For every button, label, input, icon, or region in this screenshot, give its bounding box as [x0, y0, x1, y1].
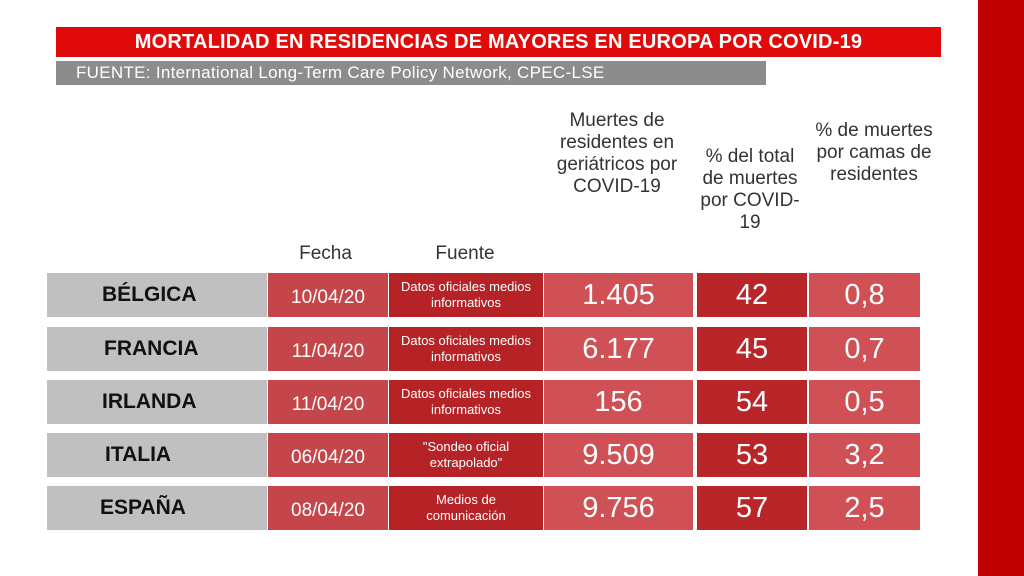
header-fuente: Fuente: [435, 243, 495, 264]
pct-total-cell: 54: [697, 380, 807, 424]
deaths-cell: 1.405: [544, 273, 693, 317]
chart-title: MORTALIDAD EN RESIDENCIAS DE MAYORES EN …: [56, 27, 941, 57]
source-cell: Medios de comunicación: [389, 486, 543, 530]
date-cell: 06/04/20: [268, 433, 388, 477]
pct-beds-cell: 2,5: [809, 486, 920, 530]
source-caption: FUENTE: International Long-Term Care Pol…: [56, 61, 766, 85]
country-cell: FRANCIA: [47, 327, 267, 371]
header-fecha: Fecha: [299, 243, 352, 264]
source-cell: "Sondeo oficial extrapolado": [389, 433, 543, 477]
country-cell: ITALIA: [47, 433, 267, 477]
source-cell: Datos oficiales medios informativos: [389, 327, 543, 371]
deaths-cell: 6.177: [544, 327, 693, 371]
pct-total-cell: 53: [697, 433, 807, 477]
deaths-cell: 9.509: [544, 433, 693, 477]
date-cell: 08/04/20: [268, 486, 388, 530]
deaths-cell: 156: [544, 380, 693, 424]
table-row: FRANCIA 11/04/20 Datos oficiales medios …: [47, 327, 920, 371]
pct-beds-cell: 0,5: [809, 380, 920, 424]
table-row: BÉLGICA 10/04/20 Datos oficiales medios …: [47, 273, 920, 317]
pct-beds-cell: 0,7: [809, 327, 920, 371]
source-cell: Datos oficiales medios informativos: [389, 273, 543, 317]
country-cell: IRLANDA: [47, 380, 267, 424]
table-row: IRLANDA 11/04/20 Datos oficiales medios …: [47, 380, 920, 424]
pct-beds-cell: 3,2: [809, 433, 920, 477]
table-row: ITALIA 06/04/20 "Sondeo oficial extrapol…: [47, 433, 920, 477]
country-cell: BÉLGICA: [47, 273, 267, 317]
source-cell: Datos oficiales medios informativos: [389, 380, 543, 424]
table-row: ESPAÑA 08/04/20 Medios de comunicación 9…: [47, 486, 920, 530]
pct-beds-cell: 0,8: [809, 273, 920, 317]
pct-total-cell: 57: [697, 486, 807, 530]
deaths-cell: 9.756: [544, 486, 693, 530]
date-cell: 11/04/20: [268, 380, 388, 424]
country-cell: ESPAÑA: [47, 486, 267, 530]
pct-total-cell: 42: [697, 273, 807, 317]
header-pct-camas: % de muertes por camas de residentes: [815, 120, 933, 185]
date-cell: 10/04/20: [268, 273, 388, 317]
header-pct-total: % del total de muertes por COVID-19: [700, 146, 800, 233]
infographic-panel: MORTALIDAD EN RESIDENCIAS DE MAYORES EN …: [0, 0, 978, 576]
header-muertes: Muertes de residentes en geriátricos por…: [556, 110, 678, 197]
date-cell: 11/04/20: [268, 327, 388, 371]
pct-total-cell: 45: [697, 327, 807, 371]
